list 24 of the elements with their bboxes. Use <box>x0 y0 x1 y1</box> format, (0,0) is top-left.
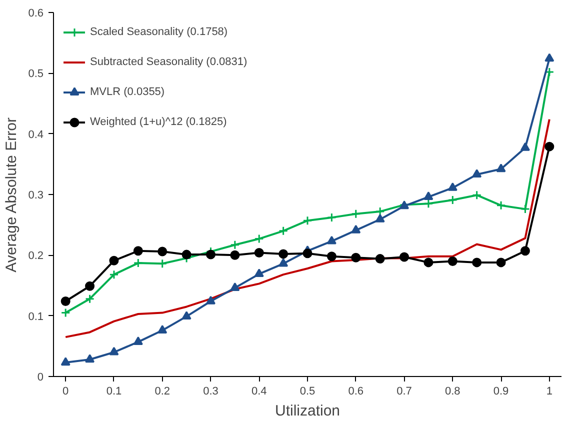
legend-label: MVLR (0.0355) <box>90 86 165 98</box>
x-tick-label: 0 <box>62 386 69 398</box>
x-tick-label: 0.3 <box>203 386 218 398</box>
legend-label: Scaled Seasonality (0.1758) <box>90 26 228 38</box>
y-tick-label: 0.4 <box>28 128 44 141</box>
y-axis-title: Average Absolute Error <box>3 118 20 272</box>
x-tick-label: 0.5 <box>300 386 316 398</box>
x-tick-label: 0.2 <box>154 386 170 398</box>
y-tick-label: 0.2 <box>28 250 44 262</box>
x-axis-title: Utilization <box>274 402 340 420</box>
y-tick-label: 0.5 <box>28 68 44 80</box>
legend-label: Weighted (1+u)^12 (0.1825) <box>90 116 227 128</box>
y-tick-label: 0 <box>37 372 44 384</box>
x-tick-label: 0.7 <box>396 386 412 398</box>
y-tick-label: 0.1 <box>28 310 44 323</box>
x-tick-label: 1 <box>546 386 552 398</box>
x-tick-label: 0.9 <box>493 386 509 398</box>
y-tick-label: 0.3 <box>28 190 44 202</box>
x-tick-label: 0.1 <box>106 386 122 398</box>
legend-label: Subtracted Seasonality (0.0831) <box>90 56 248 68</box>
x-tick-label: 0.4 <box>251 386 267 398</box>
y-tick-label: 0.6 <box>28 8 44 20</box>
x-tick-label: 0.6 <box>348 386 364 398</box>
x-tick-label: 0.8 <box>444 386 460 398</box>
